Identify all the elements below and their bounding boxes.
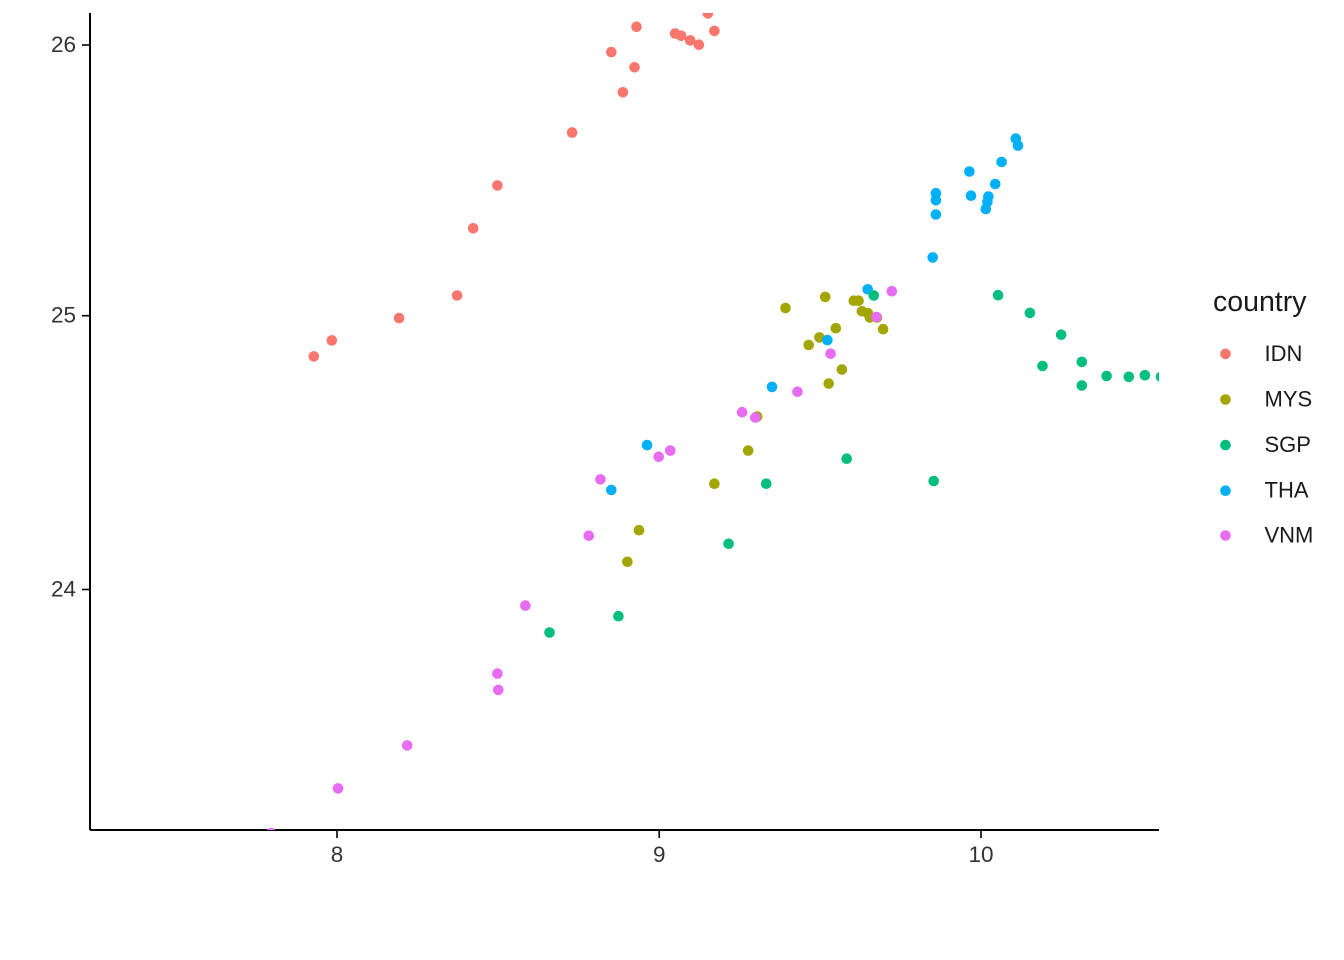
svg-text:IDN: IDN — [1265, 341, 1303, 366]
svg-text:26: 26 — [51, 32, 76, 57]
svg-text:10: 10 — [968, 842, 993, 867]
svg-text:9: 9 — [653, 842, 666, 867]
svg-text:THA: THA — [1265, 478, 1309, 503]
svg-text:SGP: SGP — [1265, 432, 1311, 457]
svg-text:MYS: MYS — [1265, 387, 1313, 412]
svg-text:country: country — [1213, 286, 1307, 318]
svg-text:24: 24 — [51, 577, 76, 602]
svg-text:25: 25 — [51, 303, 76, 328]
svg-text:8: 8 — [331, 842, 344, 867]
svg-text:VNM: VNM — [1265, 523, 1314, 548]
